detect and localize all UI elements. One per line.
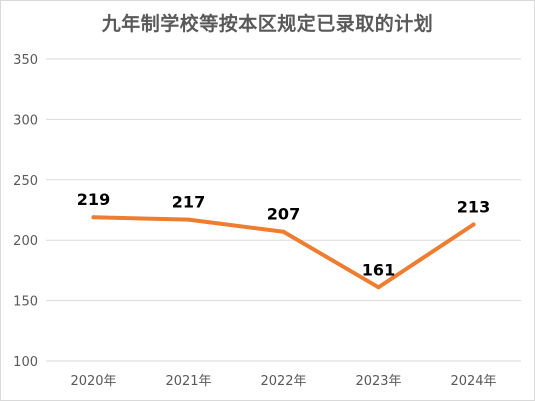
x-tick-label: 2023年 <box>355 374 401 389</box>
x-tick-label: 2022年 <box>260 374 306 389</box>
data-label: 217 <box>172 193 205 212</box>
chart-title: 九年制学校等按本区规定已录取的计划 <box>101 13 434 35</box>
y-tick-label: 100 <box>13 355 38 370</box>
y-tick-label: 200 <box>13 234 38 249</box>
series-line <box>91 215 476 290</box>
y-tick-label: 350 <box>13 53 38 68</box>
x-tick-label: 2020年 <box>70 374 116 389</box>
y-tick-label: 300 <box>13 113 38 128</box>
x-tick-label: 2024年 <box>450 374 496 389</box>
data-point <box>91 215 96 220</box>
data-label: 219 <box>77 190 110 209</box>
data-label: 213 <box>457 197 490 216</box>
y-tick-label: 150 <box>13 295 38 310</box>
data-point <box>186 217 191 222</box>
data-label: 161 <box>362 260 395 279</box>
data-point <box>471 222 476 227</box>
data-point <box>281 229 286 234</box>
y-tick-label: 250 <box>13 174 38 189</box>
x-tick-label: 2021年 <box>165 374 211 389</box>
data-point <box>376 285 381 290</box>
data-label: 207 <box>267 205 300 224</box>
